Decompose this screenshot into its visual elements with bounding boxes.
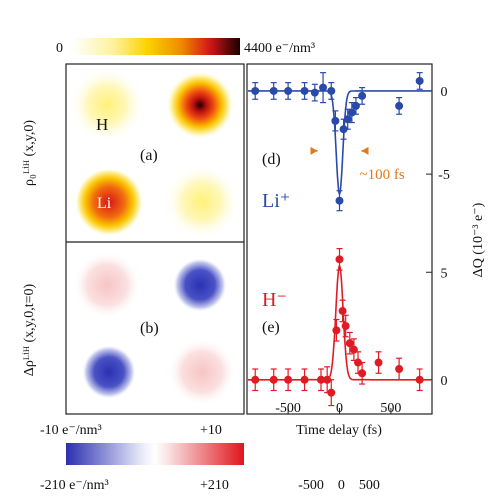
- map-panel-b: [66, 242, 244, 414]
- map-panel-a: [66, 64, 244, 242]
- x-tick-label: -500: [275, 401, 301, 416]
- data-point: [345, 339, 354, 348]
- x-tick-label: 500: [380, 401, 401, 416]
- panel-a-ylabel: ρ₀ᴸⁱᴴ (x,y,0): [22, 120, 37, 186]
- panel-b-ylabel: Δρᴸⁱᴴ (x,y,0,t=0): [22, 283, 37, 376]
- species-label: H⁻: [262, 289, 287, 311]
- data-point: [335, 255, 344, 264]
- data-point: [332, 326, 341, 335]
- data-point: [251, 375, 260, 384]
- data-point: [269, 375, 278, 384]
- data-point: [319, 83, 328, 92]
- x-tick-label: 0: [336, 401, 343, 416]
- data-point: [269, 86, 278, 95]
- data-point: [374, 358, 383, 367]
- map-frame: [65, 63, 245, 415]
- data-point: [317, 375, 325, 384]
- data-point: [341, 322, 350, 330]
- data-point: [349, 345, 358, 354]
- data-point: [251, 86, 260, 95]
- data-point: [395, 365, 404, 373]
- chart-xlabel: Time delay (fs): [296, 423, 382, 438]
- data-point: [347, 108, 356, 117]
- chart-ylabel: ΔQ (10⁻³ e⁻): [471, 202, 486, 277]
- data-point: [331, 116, 340, 125]
- label-h: H: [96, 115, 108, 134]
- data-point: [395, 101, 404, 110]
- chart-bottom-ticks: -500 0 500: [298, 478, 380, 493]
- data-point: [284, 375, 293, 384]
- colorbar-top: [72, 38, 240, 55]
- data-point: [351, 101, 360, 110]
- annotation-label: ~100 fs: [360, 167, 405, 183]
- chart-panel-tag: (e): [262, 319, 280, 336]
- y-tick-label: 5: [441, 266, 448, 281]
- y-tick-label: -5: [438, 168, 450, 183]
- chart-panel-tag: (d): [262, 151, 281, 168]
- panel-b-tag: (b): [140, 320, 159, 337]
- species-label: Li⁺: [262, 190, 290, 212]
- data-point: [327, 86, 336, 95]
- colorbar-top-max-label: 4400 e⁻/nm³: [244, 41, 315, 56]
- data-point: [300, 86, 309, 95]
- data-point: [327, 388, 336, 397]
- colorbar-bottom: [66, 443, 244, 465]
- annotation-arrowhead-right: [361, 146, 369, 155]
- data-point: [358, 91, 367, 100]
- colorbar-top-min-label: 0: [56, 41, 63, 56]
- data-point: [310, 88, 319, 97]
- chart-frame: [246, 63, 433, 415]
- data-point: [338, 306, 347, 315]
- data-point: [323, 375, 332, 384]
- time-delay-chart: -500 0 500 0 -5 (d) Li⁺ ~100 fs 5 0 (e) H⁻ Time del…: [246, 63, 486, 493]
- colorbar-bottom-bottom-right-label: +210: [200, 478, 229, 493]
- data-point: [343, 115, 352, 124]
- panel-a-tag: (a): [140, 147, 158, 164]
- colorbar-bottom-top-right-label: +10: [200, 423, 222, 438]
- y-tick-label: 0: [441, 374, 448, 389]
- colorbar-bottom-top-left-label: -10 e⁻/nm³: [40, 423, 102, 438]
- data-point: [300, 375, 309, 384]
- label-li: Li: [97, 195, 112, 212]
- data-point: [284, 86, 293, 95]
- data-point: [415, 375, 424, 384]
- data-point: [415, 76, 424, 85]
- annotation-arrowhead-left: [310, 146, 318, 155]
- data-point: [358, 369, 367, 378]
- data-point: [354, 358, 362, 367]
- colorbar-bottom-bottom-left-label: -210 e⁻/nm³: [40, 478, 109, 493]
- data-point: [339, 125, 348, 134]
- data-point: [335, 196, 344, 205]
- y-tick-label: 0: [441, 85, 448, 100]
